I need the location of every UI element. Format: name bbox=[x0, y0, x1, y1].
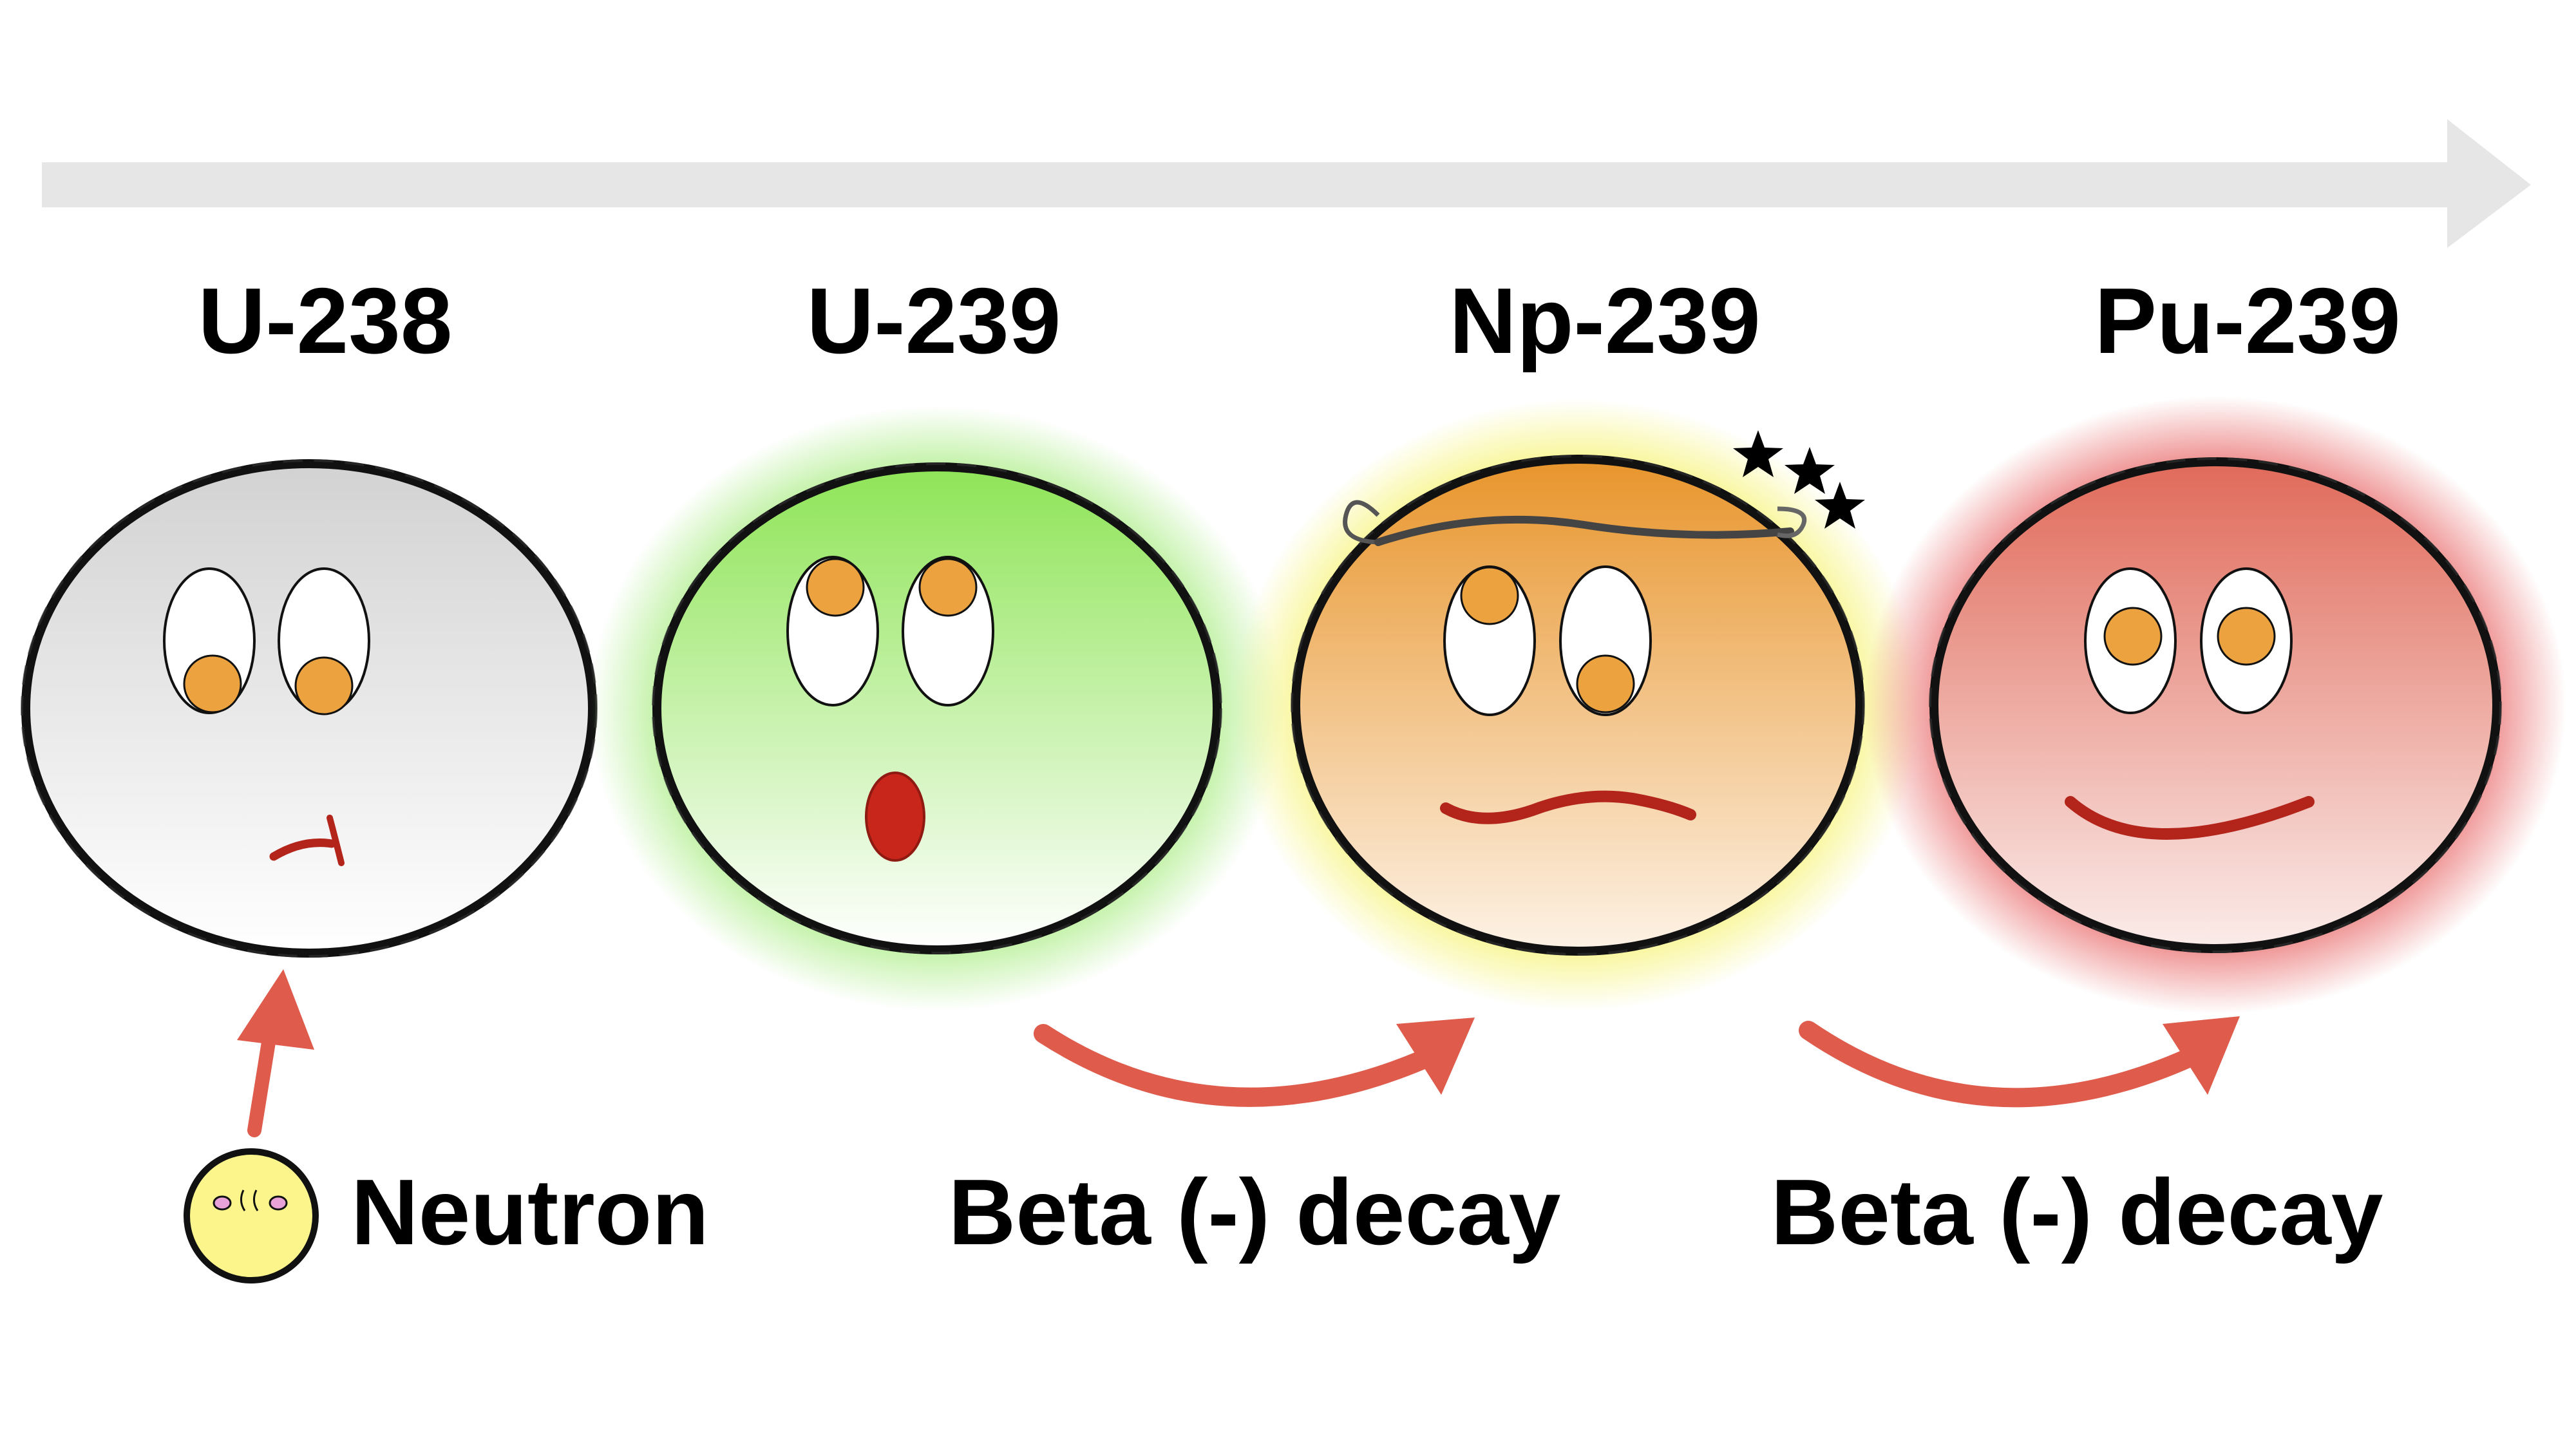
dizzy-ring bbox=[1343, 500, 1806, 546]
neutron-face-mark bbox=[240, 1189, 259, 1211]
label-beta-decay-1: Beta (-) decay bbox=[949, 1160, 1561, 1264]
nucleus-u238 bbox=[21, 459, 598, 958]
neutron-eye-left bbox=[213, 1195, 232, 1211]
star-icon bbox=[1785, 447, 1835, 494]
mouth-open bbox=[865, 772, 925, 862]
label-beta-decay-2: Beta (-) decay bbox=[1771, 1160, 2383, 1264]
timeline-arrow bbox=[42, 119, 2531, 248]
neutron-particle bbox=[184, 1148, 319, 1283]
eye-left bbox=[163, 567, 256, 714]
eye-left bbox=[786, 556, 879, 706]
mouth-smile bbox=[2065, 796, 2315, 840]
eye-right bbox=[2200, 567, 2293, 714]
label-np239: Np-239 bbox=[1449, 269, 1761, 373]
eye-right bbox=[1559, 565, 1652, 716]
mouth-wavy bbox=[1440, 790, 1696, 824]
eye-left bbox=[1443, 565, 1536, 716]
star-icon bbox=[1815, 482, 1865, 529]
neutron-capture-arrow bbox=[237, 969, 314, 1137]
label-neutron: Neutron bbox=[351, 1160, 709, 1264]
eye-right bbox=[278, 567, 370, 715]
nucleus-np239 bbox=[1233, 399, 1922, 1011]
dizzy-stars bbox=[1733, 430, 1865, 529]
eye-right bbox=[902, 556, 994, 706]
nucleus-u239 bbox=[589, 406, 1285, 1011]
beta-decay-arrow-1 bbox=[1034, 1018, 1475, 1107]
beta-decay-arrow-2 bbox=[1799, 1016, 2240, 1108]
nucleus-pu239 bbox=[1864, 396, 2566, 1014]
label-pu239: Pu-239 bbox=[2094, 269, 2401, 373]
neutron-eye-right bbox=[269, 1195, 288, 1211]
eye-left bbox=[2084, 567, 2177, 714]
label-u238: U-238 bbox=[198, 269, 453, 373]
mouth-frown bbox=[269, 815, 345, 866]
label-u239: U-239 bbox=[807, 269, 1061, 373]
star-icon bbox=[1733, 430, 1783, 477]
